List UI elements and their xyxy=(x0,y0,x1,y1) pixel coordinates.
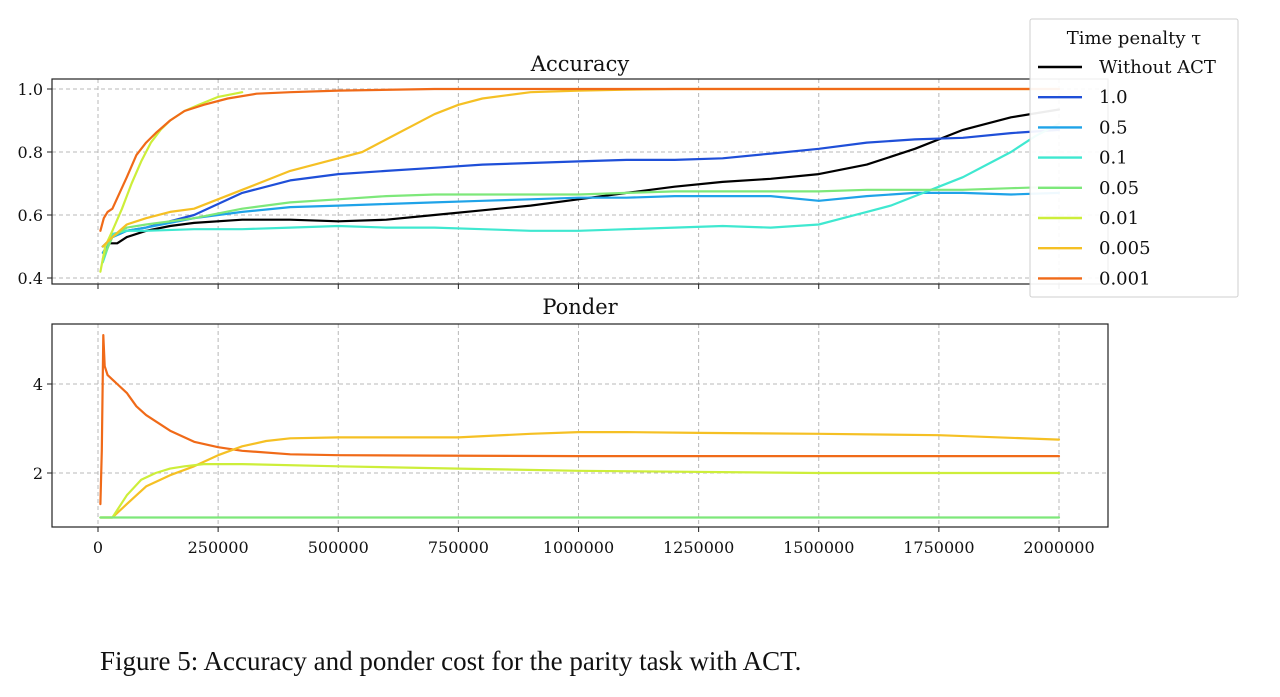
ponder-panel: 0 250000 500000 750000 1000000 1250000 1500000… xyxy=(33,295,1109,557)
legend-box xyxy=(1029,18,1239,298)
series-line-0.01 xyxy=(99,463,1061,519)
x-tick-label: 2000000 xyxy=(1023,538,1094,557)
accuracy-panel: 0.4 0.6 0.8 1.0 Accuracy xyxy=(18,52,1109,289)
ponder-title: Ponder xyxy=(542,295,618,319)
series-line-0.5 xyxy=(101,191,1061,254)
x-tick-label: 500000 xyxy=(308,538,369,557)
y-tick-label: 0.6 xyxy=(18,206,43,225)
y-tick-label: 0.8 xyxy=(18,143,43,162)
legend-items: Without ACT 1.0 0.5 0.1 0.05 0.01 0.005 0.001 xyxy=(1038,57,1216,289)
legend-label: 0.1 xyxy=(1099,148,1128,169)
x-tick-label: 250000 xyxy=(188,538,249,557)
legend-label: 0.001 xyxy=(1099,268,1151,289)
legend-label: 0.01 xyxy=(1099,208,1139,229)
accuracy-ticks: 0.4 0.6 0.8 1.0 xyxy=(18,80,1060,289)
ponder-ticks: 0 250000 500000 750000 1000000 1250000 1500000… xyxy=(33,375,1095,557)
legend-label: 1.0 xyxy=(1099,87,1128,108)
x-tick-label: 1500000 xyxy=(783,538,854,557)
series-line-without-act xyxy=(101,108,1061,248)
y-tick-label: 4 xyxy=(33,375,43,394)
legend-label: 0.5 xyxy=(1099,117,1128,138)
legend-label: Without ACT xyxy=(1099,57,1216,78)
x-tick-label: 1750000 xyxy=(903,538,974,557)
series-line-0.001 xyxy=(99,87,1061,232)
x-tick-label: 750000 xyxy=(428,538,489,557)
legend-label: 0.05 xyxy=(1099,178,1139,199)
accuracy-title: Accuracy xyxy=(530,52,630,76)
y-tick-label: 2 xyxy=(33,464,43,483)
accuracy-series xyxy=(99,87,1061,273)
ponder-gridlines xyxy=(52,324,1108,527)
legend-title: Time penalty τ xyxy=(1067,28,1202,49)
ponder-axes-frame xyxy=(51,323,1109,528)
series-line-0.001 xyxy=(99,334,1061,506)
series-line-0.05 xyxy=(101,185,1061,261)
legend-label: 0.005 xyxy=(1099,238,1151,259)
x-tick-label: 1250000 xyxy=(663,538,734,557)
ponder-series xyxy=(99,334,1061,519)
x-tick-label: 0 xyxy=(93,538,103,557)
series-line-0.1 xyxy=(101,122,1061,264)
series-line-0.005 xyxy=(101,87,1061,248)
legend: Time penalty τ Without ACT 1.0 0.5 0.1 0.05 0… xyxy=(1029,18,1239,298)
y-tick-label: 0.4 xyxy=(18,269,43,288)
x-tick-label: 1000000 xyxy=(543,538,614,557)
series-line-0.01 xyxy=(99,91,244,273)
figure-caption: Figure 5: Accuracy and ponder cost for t… xyxy=(100,646,802,676)
series-line-0.005 xyxy=(99,431,1061,519)
y-tick-label: 1.0 xyxy=(18,80,43,99)
